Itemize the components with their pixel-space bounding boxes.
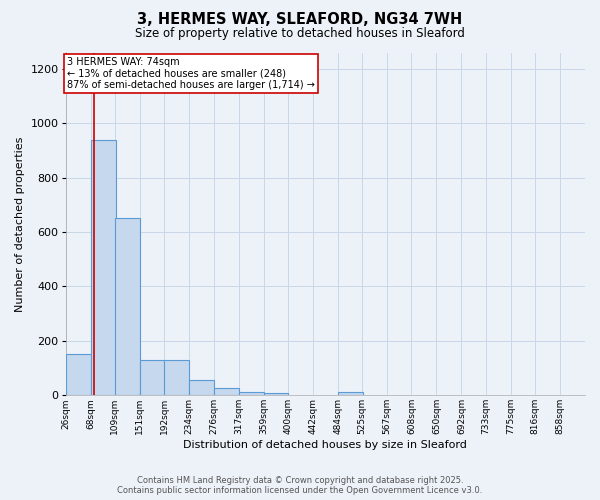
- Text: Size of property relative to detached houses in Sleaford: Size of property relative to detached ho…: [135, 28, 465, 40]
- Bar: [115, 218, 140, 396]
- Bar: [263, 392, 289, 396]
- Bar: [214, 388, 239, 396]
- X-axis label: Distribution of detached houses by size in Sleaford: Distribution of detached houses by size …: [184, 440, 467, 450]
- Text: 3, HERMES WAY, SLEAFORD, NG34 7WH: 3, HERMES WAY, SLEAFORD, NG34 7WH: [137, 12, 463, 28]
- Bar: [338, 392, 363, 396]
- Y-axis label: Number of detached properties: Number of detached properties: [15, 136, 25, 312]
- Text: 3 HERMES WAY: 74sqm
← 13% of detached houses are smaller (248)
87% of semi-detac: 3 HERMES WAY: 74sqm ← 13% of detached ho…: [67, 56, 314, 90]
- Bar: [140, 360, 165, 396]
- Text: Contains HM Land Registry data © Crown copyright and database right 2025.
Contai: Contains HM Land Registry data © Crown c…: [118, 476, 482, 495]
- Bar: [189, 380, 214, 396]
- Bar: [65, 354, 91, 396]
- Bar: [91, 140, 116, 396]
- Bar: [164, 360, 189, 396]
- Bar: [239, 392, 263, 396]
